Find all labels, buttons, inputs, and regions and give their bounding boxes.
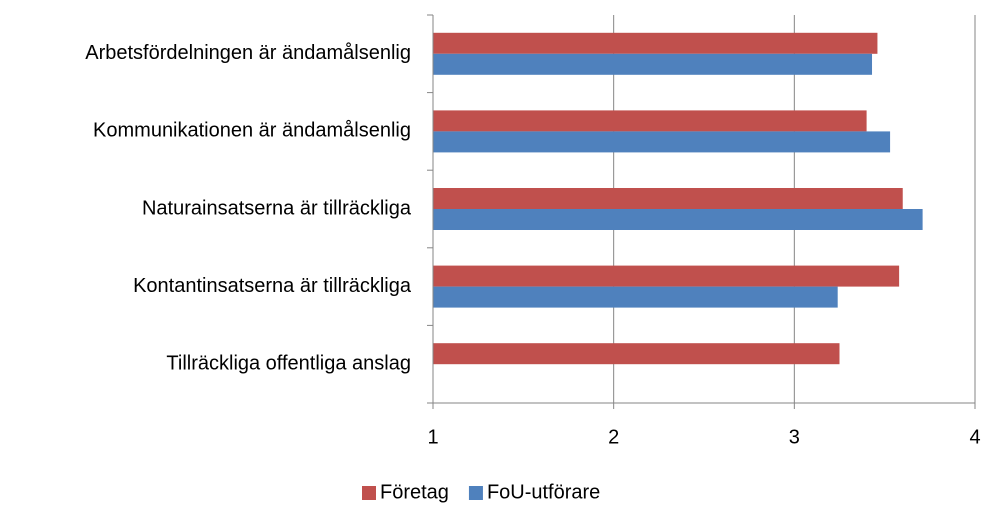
bar (433, 188, 903, 209)
legend-label: Företag (380, 481, 449, 503)
legend-swatch (468, 486, 483, 500)
bar (433, 265, 900, 287)
bar (433, 32, 878, 54)
bar (433, 53, 873, 75)
x-tick-label: 1 (427, 426, 438, 448)
y-tick-label: Kontantinsatserna är tillräckliga (133, 275, 412, 297)
bar (433, 286, 838, 308)
y-tick-label: Kommunikationen är ändamålsenlig (93, 120, 411, 142)
bar (433, 131, 891, 153)
bar (433, 209, 923, 230)
y-tick-label: Naturainsatserna är tillräckliga (142, 197, 412, 219)
x-tick-label: 2 (608, 426, 619, 448)
bar (433, 343, 840, 365)
legend-swatch (362, 486, 376, 500)
x-tick-label: 4 (969, 426, 980, 448)
y-tick-label: Arbetsfördelningen är ändamålsenlig (85, 42, 411, 64)
x-tick-label: 3 (789, 426, 800, 448)
bar (433, 110, 867, 132)
y-tick-label: Tillräckliga offentliga anslag (166, 352, 411, 374)
legend-label: FoU-utförare (487, 481, 600, 503)
